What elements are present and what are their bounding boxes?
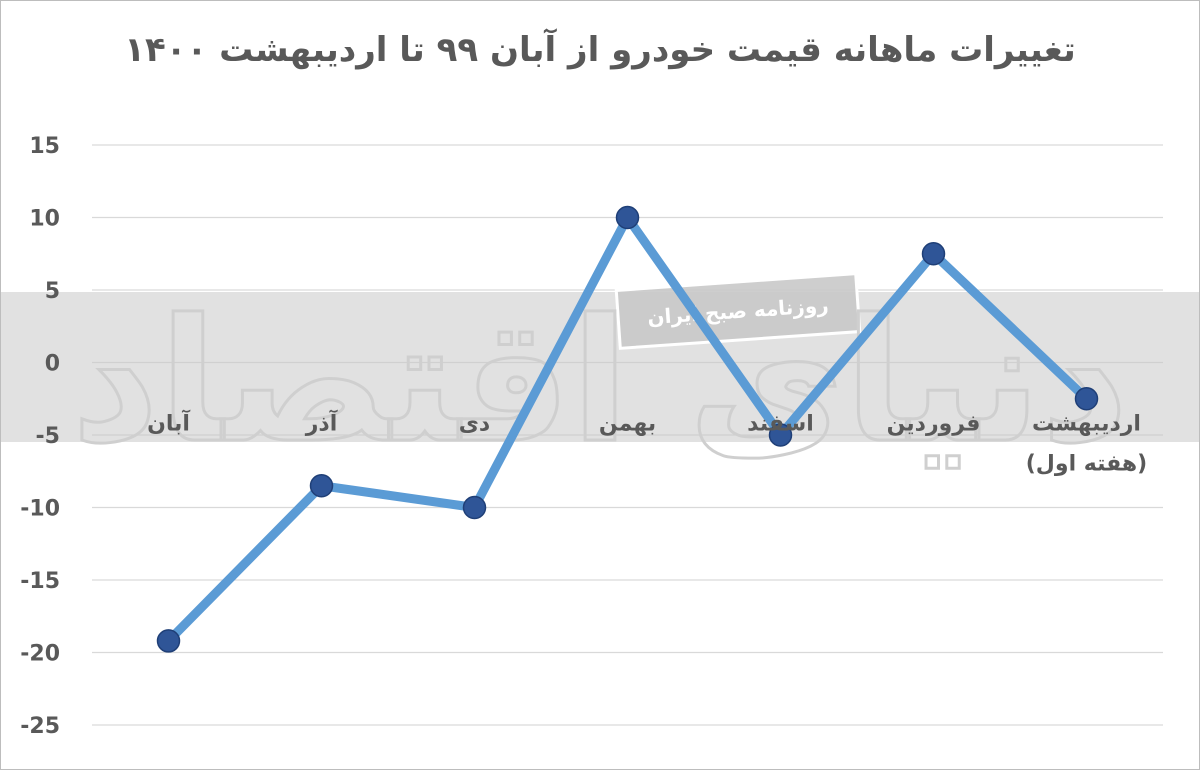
data-point [768,423,793,447]
y-tick-label: -10 [20,497,60,522]
data-point [309,474,334,498]
x-tick-label: دی [459,412,490,437]
y-tick-label: -20 [20,642,60,667]
y-tick-label: -15 [20,569,60,594]
data-point [921,242,946,266]
y-tick-label: 5 [45,279,60,304]
label-layer: 15 10 5 0 -5 -10 -15 -20 -25 آبان آذر دی بهمن اسفند فر… [20,134,1147,739]
data-point [156,629,181,653]
x-tick-label: بهمن [599,412,656,437]
y-tick-label: 0 [45,352,60,377]
y-tick-label: -5 [36,424,60,449]
x-tick-label: اردیبهشت [1032,412,1141,437]
x-tick-label: (هفته اول) [1026,452,1147,477]
data-point [615,205,640,230]
watermark: روزنامه صبح ایران دنیای اقتصاد [1,272,1199,483]
y-tick-label: 10 [29,207,60,232]
data-point [1074,387,1099,411]
data-point [462,495,487,520]
series-layer [156,205,1099,653]
x-tick-label: فروردین [887,412,981,437]
watermark-logo: دنیای اقتصاد [72,283,1129,481]
x-tick-label: آذر [305,409,338,437]
y-tick-label: -25 [20,714,60,739]
chart-title: تغییرات ماهانه قیمت خودرو از آبان ۹۹ تا … [124,30,1076,70]
y-tick-label: 15 [29,134,60,159]
x-tick-label: اسفند [747,412,814,437]
x-tick-label: آبان [147,409,190,437]
